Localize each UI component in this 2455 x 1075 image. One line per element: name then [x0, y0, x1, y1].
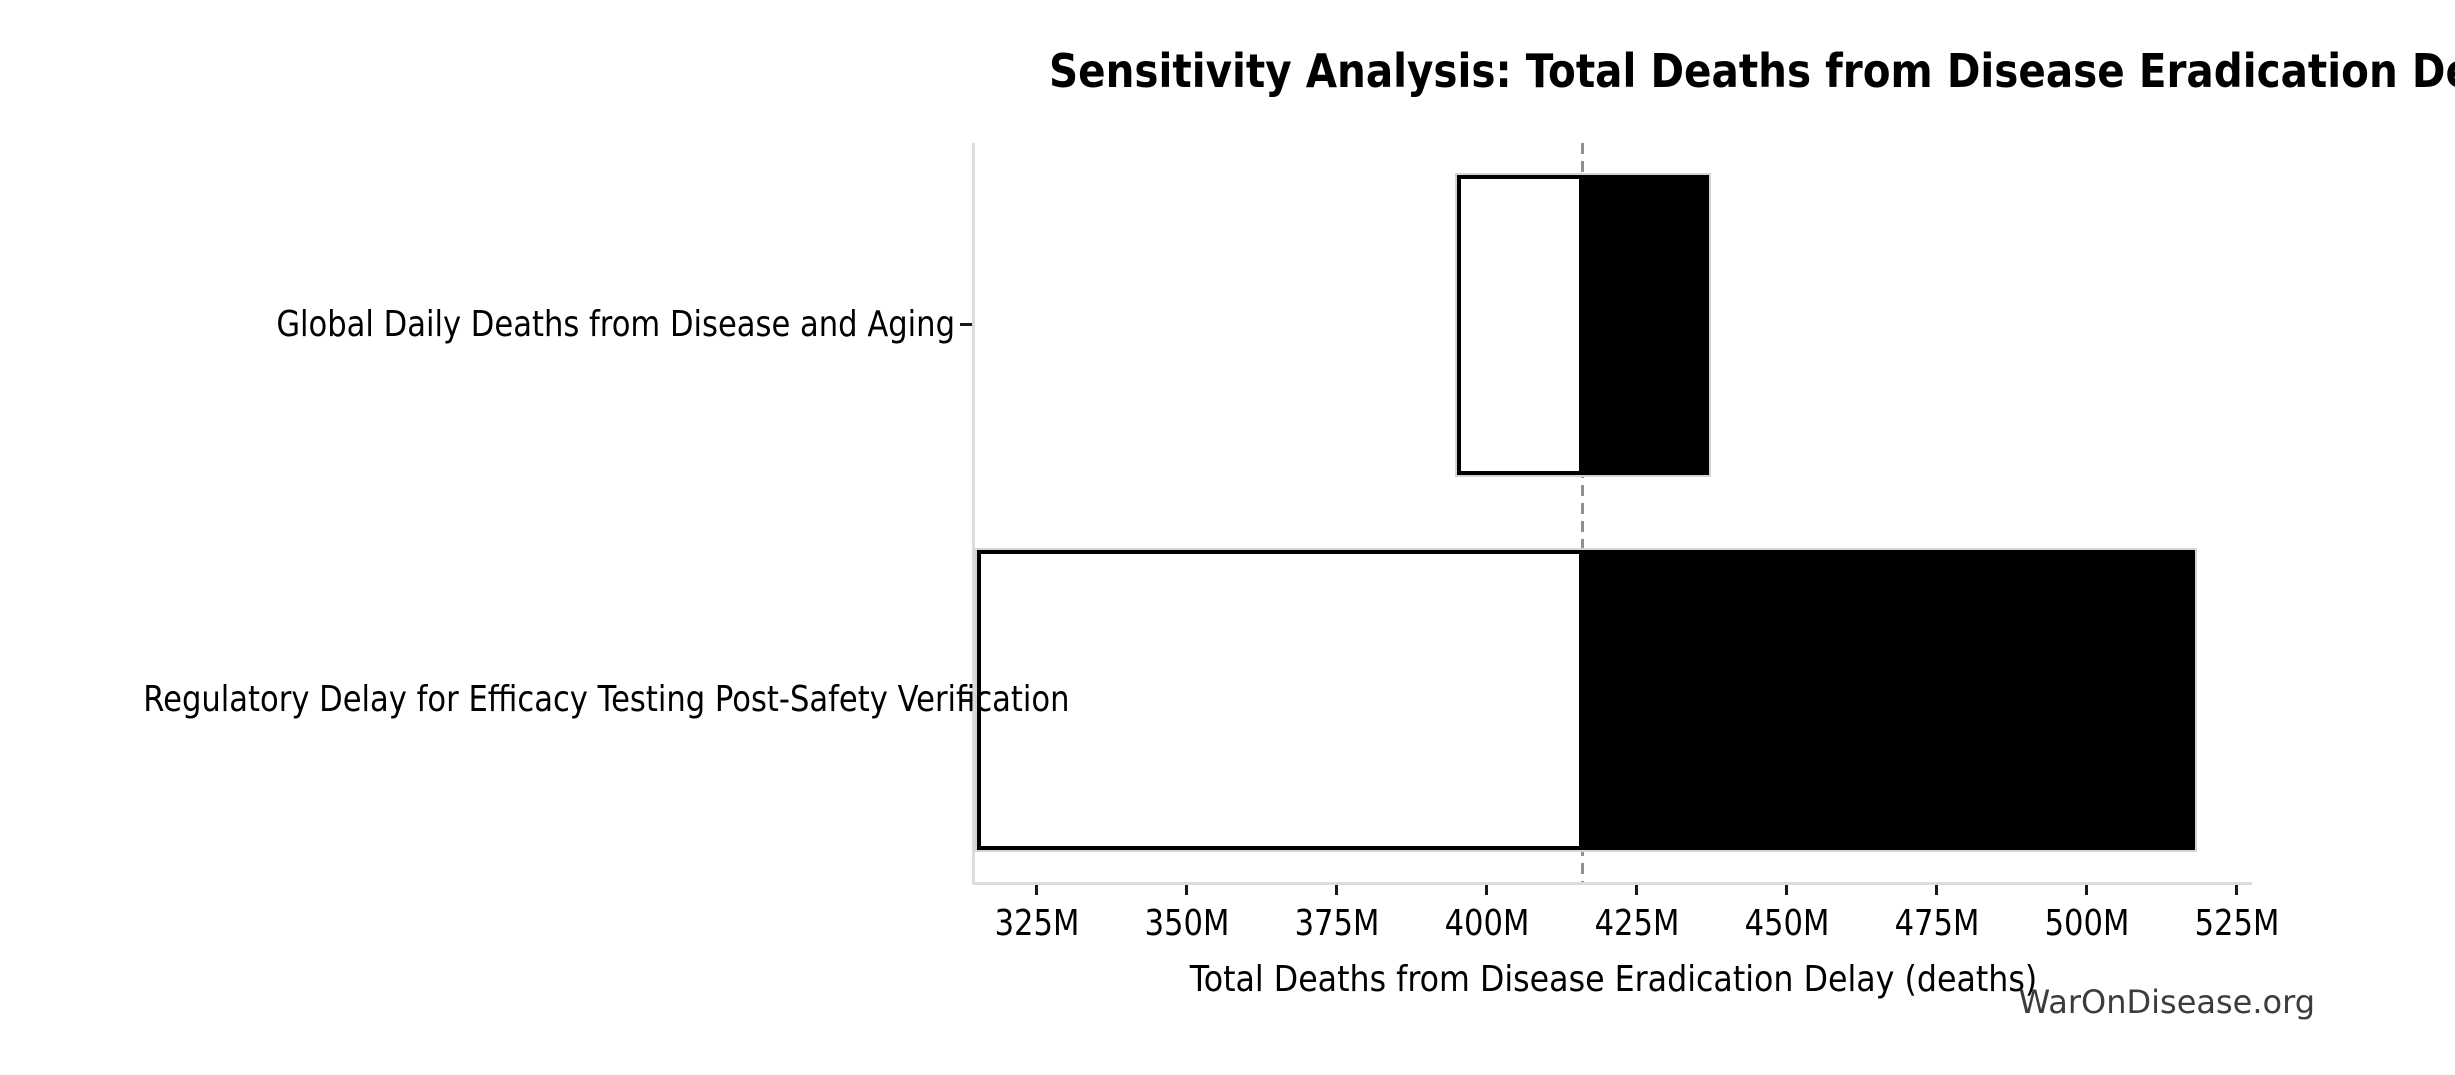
- x-tick: [1335, 885, 1339, 895]
- x-axis-label: Total Deaths from Disease Eradication De…: [1189, 959, 2038, 1000]
- y-tick: [960, 698, 972, 702]
- plot-area: [960, 143, 2252, 895]
- y-tick-label: Regulatory Delay for Efficacy Testing Po…: [143, 679, 1070, 721]
- x-tick-label: 525M: [2194, 903, 2280, 944]
- x-tick-label: 475M: [1894, 903, 1980, 944]
- x-tick-label: 375M: [1294, 903, 1380, 944]
- watermark-text: WarOnDisease.org: [2018, 983, 2315, 1021]
- x-tick: [1185, 885, 1189, 895]
- x-tick: [1635, 885, 1639, 895]
- x-tick-label: 500M: [2044, 903, 2130, 944]
- x-tick-label: 325M: [994, 903, 1080, 944]
- x-tick-label: 400M: [1444, 903, 1530, 944]
- x-tick: [2235, 885, 2239, 895]
- y-tick-label: Global Daily Deaths from Disease and Agi…: [276, 303, 956, 345]
- x-tick-label: 450M: [1744, 903, 1830, 944]
- x-tick: [1485, 885, 1489, 895]
- x-tick-label: 425M: [1594, 903, 1680, 944]
- baseline-line: [1581, 143, 1585, 882]
- x-tick-label: 350M: [1144, 903, 1230, 944]
- bar-low-segment: [1456, 174, 1583, 475]
- x-tick: [2085, 885, 2089, 895]
- chart-title: Sensitivity Analysis: Total Deaths from …: [1048, 44, 2455, 98]
- y-tick: [960, 323, 972, 327]
- x-tick: [1785, 885, 1789, 895]
- bar-low-segment: [976, 550, 1583, 851]
- x-tick: [1035, 885, 1039, 895]
- x-tick: [1935, 885, 1939, 895]
